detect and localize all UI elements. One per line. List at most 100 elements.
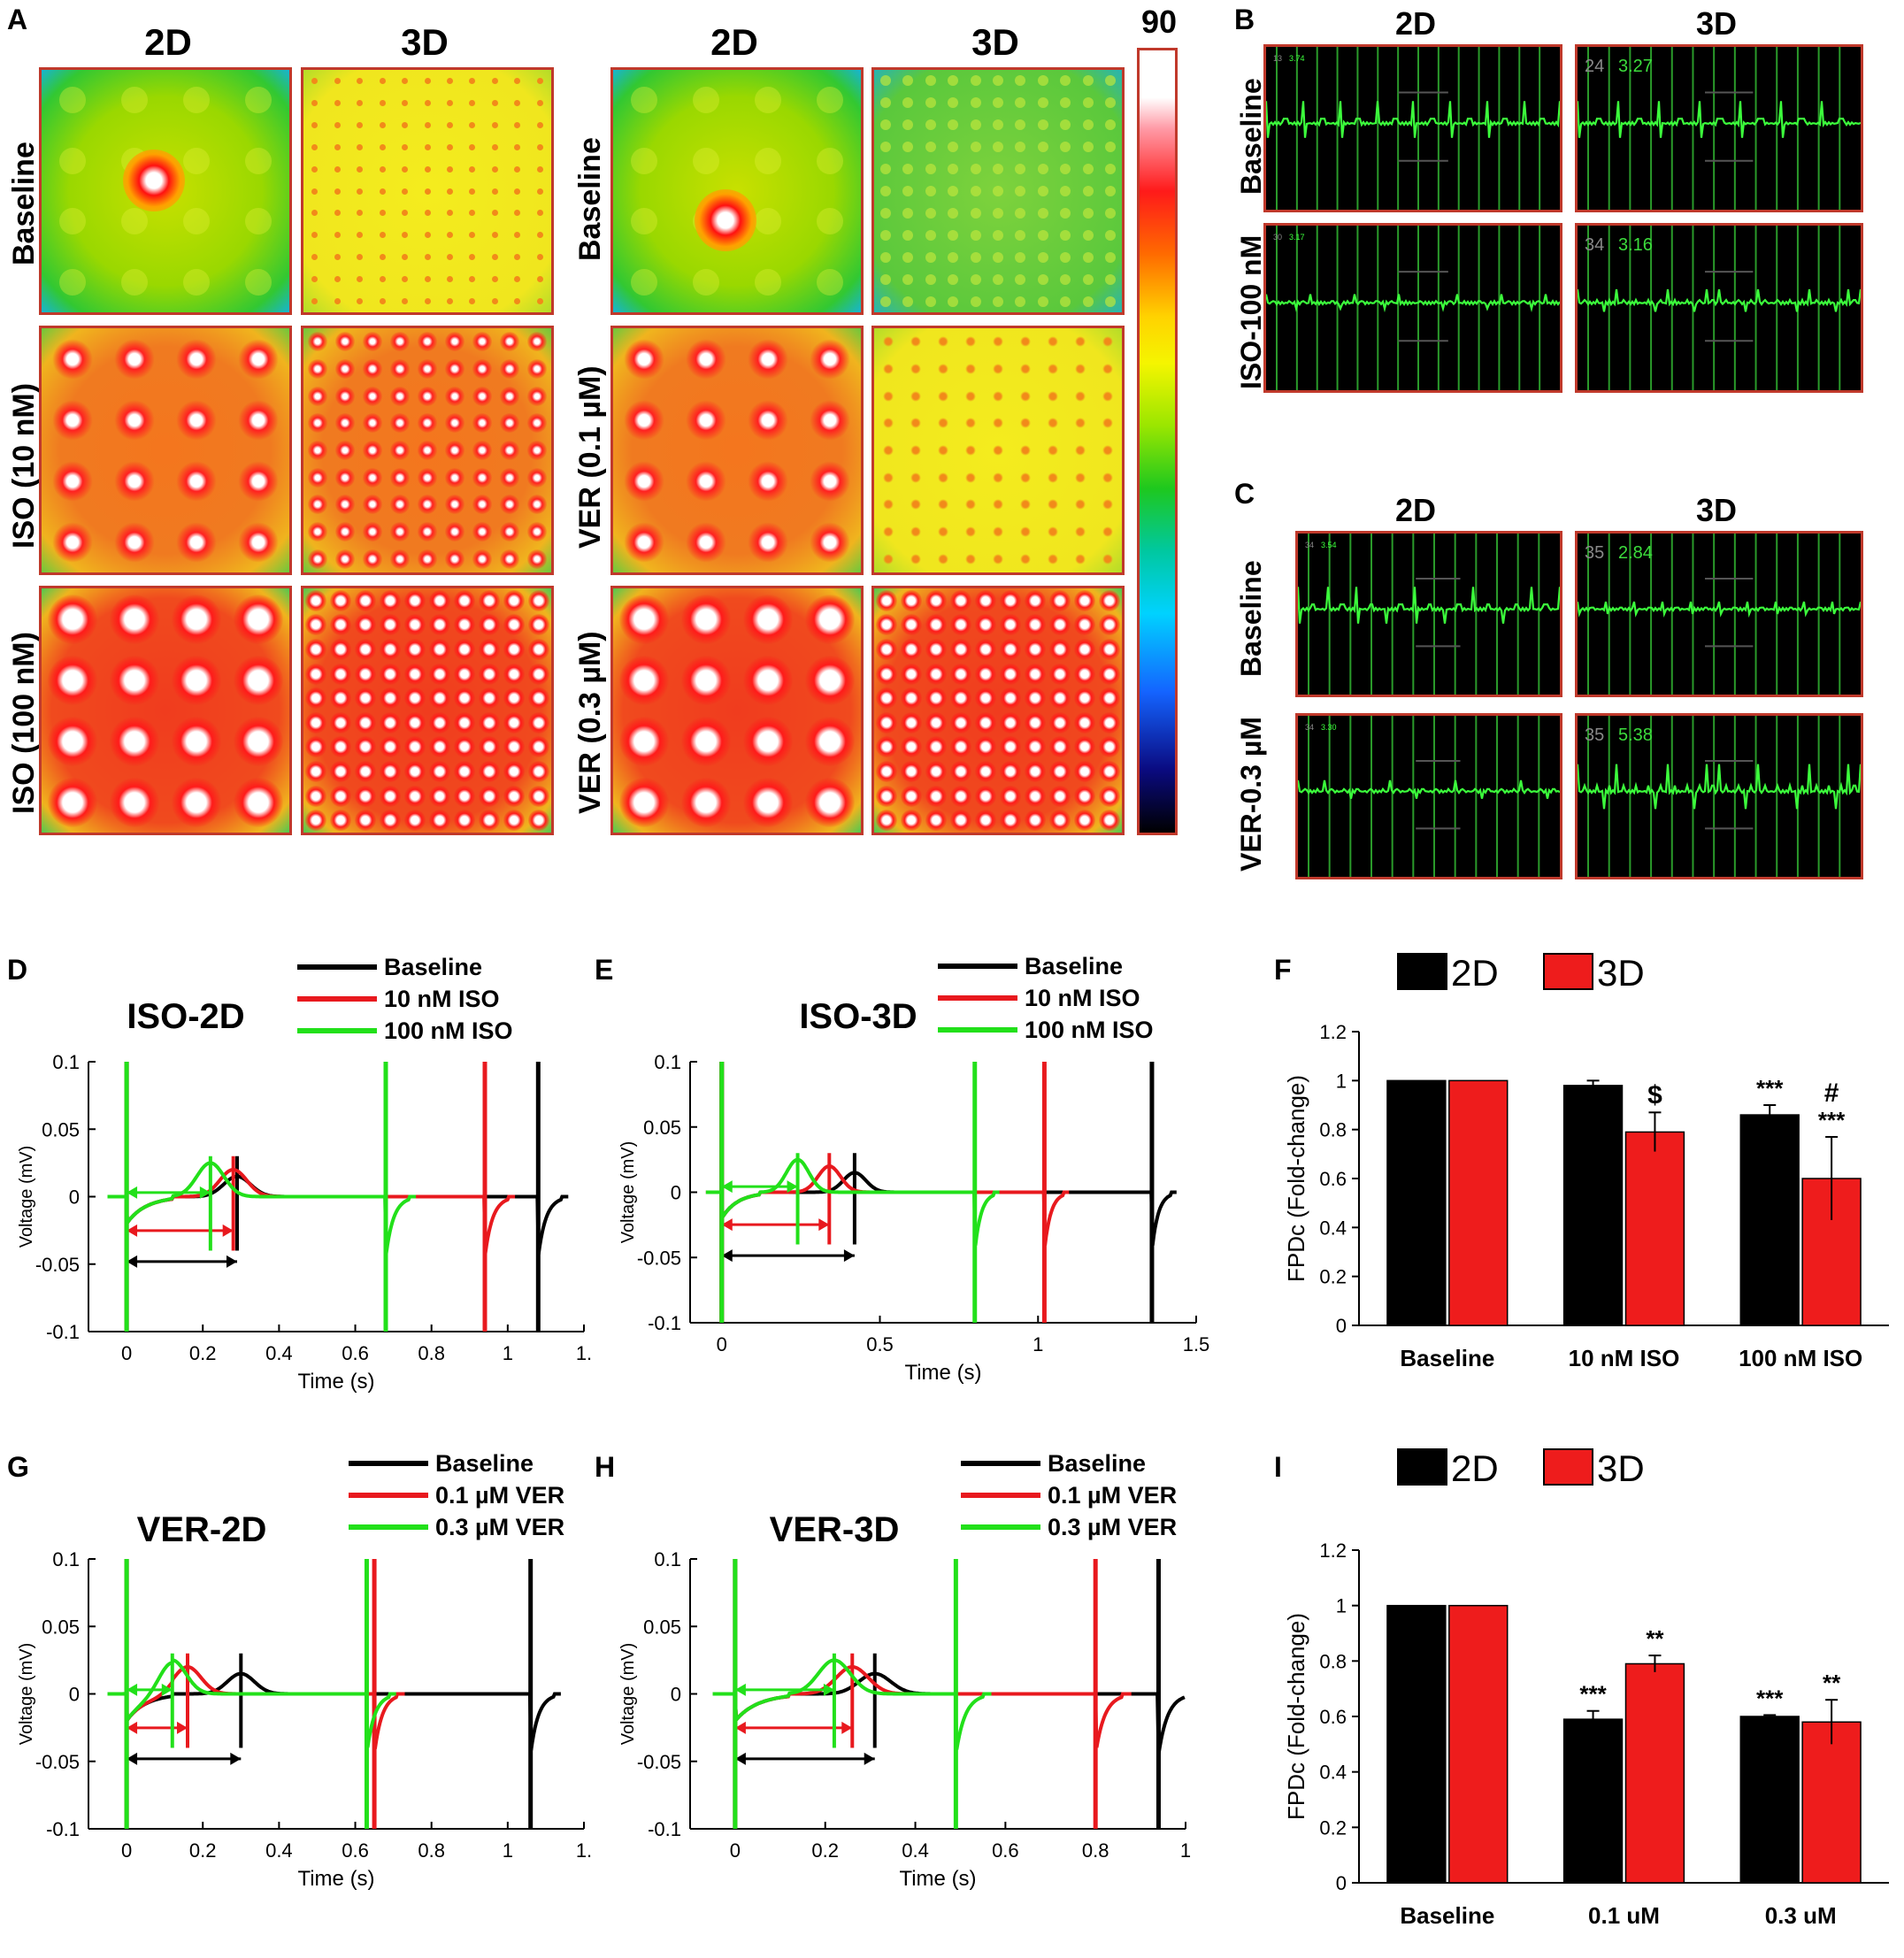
heatmap-spot (445, 522, 465, 541)
heatmap-spot (925, 296, 936, 307)
heatmap-spot (379, 165, 386, 173)
heatmap-spot (404, 614, 426, 636)
heatmap-spot (925, 785, 947, 807)
voltage-trace (705, 1157, 1000, 1246)
heatmap-spot (424, 143, 431, 150)
panel-label-e: E (595, 954, 614, 986)
heatmap-spot (1060, 251, 1071, 263)
heatmap-spot (950, 639, 971, 660)
panel-b-3d-heading: 3D (1695, 5, 1738, 42)
heatmap-spot (446, 143, 453, 150)
heatmap-spot (881, 552, 894, 565)
heatmap-spot (1019, 363, 1033, 375)
colorbar (1137, 48, 1178, 835)
heatmap-spot (245, 268, 272, 296)
heatmap-spot (469, 99, 476, 106)
ecg-trace-panel: 34 3.54 (1295, 531, 1562, 697)
heatmap-spot (1099, 711, 1120, 733)
heatmap-spot (245, 208, 272, 235)
heatmap-spot (1074, 614, 1095, 636)
heatmap-spot (993, 296, 1003, 307)
heatmap-spot (1015, 186, 1026, 196)
heatmap-spot (402, 254, 409, 261)
heatmap-spot (1082, 119, 1094, 131)
significance-marker: *** (1818, 1107, 1846, 1133)
heatmap-spot (528, 810, 549, 832)
heatmap-spot (379, 143, 386, 150)
heatmap-spot (330, 639, 351, 660)
heatmap-spot (925, 810, 947, 832)
heatmap-spot (925, 711, 947, 733)
heatmap-spot (183, 87, 210, 114)
heatmap-spot (993, 229, 1003, 241)
bar (1801, 1721, 1862, 1884)
heatmap-spot (536, 232, 543, 239)
heatmap-spot (909, 444, 922, 457)
heatmap-spot (881, 389, 894, 403)
heatmap-spot (380, 711, 401, 733)
heatmap-spot (950, 736, 971, 758)
fpd-arrowhead (127, 1721, 138, 1734)
y-tick-label: -0.05 (637, 1751, 681, 1773)
heatmap-spot (491, 254, 498, 261)
fpd-arrowhead (864, 1752, 875, 1765)
panel-a-right-row-baseline: Baseline (573, 137, 607, 261)
heatmap-spot (1025, 736, 1046, 758)
significance-marker: *** (1756, 1685, 1784, 1711)
ecg-trace-panel: 34 3.30 (1295, 713, 1562, 879)
panel-c-row-baseline: Baseline (1235, 560, 1267, 677)
heatmap-spot (1037, 273, 1048, 285)
panel-a-left-row-iso10: ISO (10 nM) (7, 382, 41, 549)
heatmap-spot (879, 207, 891, 219)
heatmap-spot (514, 77, 521, 84)
heatmap-spot (234, 777, 283, 827)
heatmap-spot (330, 810, 351, 832)
heatmap-spot (876, 711, 897, 733)
heatmap-spot (619, 655, 669, 705)
heatmap-spot (901, 614, 922, 636)
heatmap-spot (454, 711, 475, 733)
heatmap-spot (402, 188, 409, 195)
heatmap-spot (1037, 207, 1048, 219)
y-tick-label: -0.1 (46, 1818, 80, 1840)
heatmap-spot (948, 119, 959, 131)
x-tick-label: 0 (121, 1839, 132, 1862)
heatmap-spot (1060, 186, 1071, 196)
heatmap-tile (39, 326, 292, 575)
heatmap-spot (876, 687, 897, 710)
heatmap-spot (631, 87, 657, 114)
chart-ver-3d: VER-3D Baseline 0.1 µM VER 0.3 µM VER 0.1 0.0… (618, 1450, 1191, 1891)
heatmap-spot (379, 276, 386, 283)
heatmap-spot (1102, 498, 1115, 511)
heatmap-spot (305, 785, 326, 807)
fpd-arrowhead (734, 1752, 746, 1765)
heatmap-spot (445, 441, 465, 460)
x-axis-label: Time (s) (904, 1361, 981, 1385)
heatmap-spot (446, 210, 453, 217)
ecg-svg: 30 3.17 (1266, 226, 1560, 390)
heatmap-spot (1025, 810, 1046, 832)
heatmap-spot (527, 495, 548, 515)
heatmap-spot (446, 121, 453, 128)
y-tick-label: 0.6 (1319, 1706, 1347, 1728)
heatmap-spot (330, 663, 351, 685)
heatmap-tile (610, 67, 864, 315)
heatmap-spot (379, 77, 386, 84)
legend-label: 100 nM ISO (1025, 1017, 1154, 1043)
heatmap-spot (380, 589, 401, 611)
bar (1562, 1718, 1624, 1884)
legend-label: 2D (1451, 952, 1499, 994)
panel-label-i: I (1274, 1451, 1282, 1483)
voltage-trace (712, 1658, 992, 1750)
ecg-svg: 35 5.38 (1578, 716, 1861, 877)
category-label: Baseline (1400, 1345, 1494, 1371)
heatmap-spot (992, 444, 1004, 457)
heatmap-spot (1082, 142, 1094, 153)
heatmap-spot (446, 188, 453, 195)
x-tick-label: 0.4 (265, 1342, 293, 1364)
bar (1739, 1716, 1800, 1884)
heatmap-spot (901, 711, 922, 733)
heatmap-spot (389, 441, 410, 460)
colorbar-max-label: 90 (1141, 4, 1178, 40)
heatmap-spot (1049, 810, 1071, 832)
